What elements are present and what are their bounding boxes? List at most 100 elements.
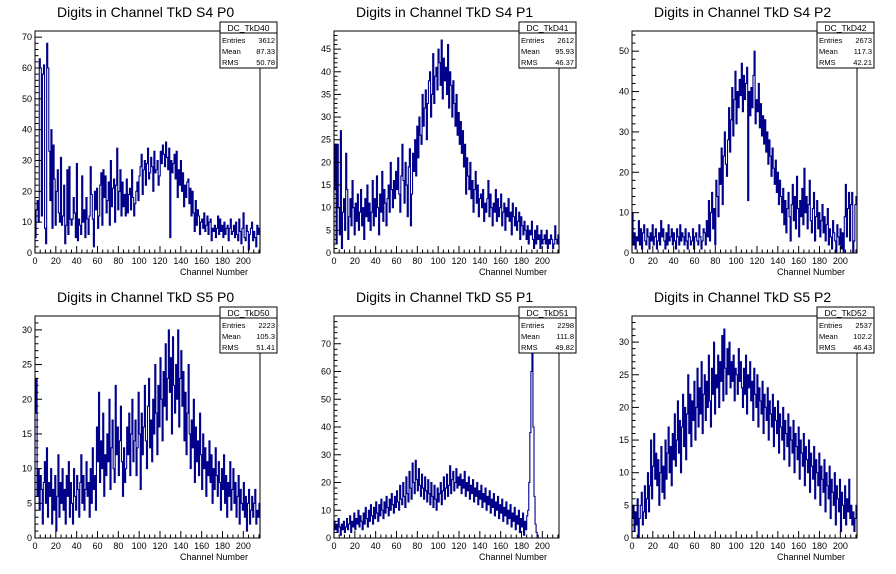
y-tick-label: 25: [321, 135, 331, 145]
stats-label: Mean: [521, 47, 540, 56]
stats-name: DC_TkD52: [824, 308, 866, 318]
plot-frame: [631, 30, 858, 254]
y-tick-label: 0: [624, 533, 629, 543]
y-tick-label: 15: [22, 429, 32, 439]
x-axis-label: Channel Number: [777, 267, 845, 277]
x-tick-label: 20: [350, 541, 360, 551]
x-tick-label: 100: [431, 541, 446, 551]
x-tick-label: 140: [770, 256, 785, 266]
stats-value: 51.41: [256, 343, 275, 352]
y-tick-label: 30: [619, 127, 629, 137]
x-tick-label: 80: [412, 256, 422, 266]
x-tick-label: 180: [215, 256, 230, 266]
stats-label: RMS: [521, 343, 538, 352]
y-tick-label: 10: [619, 208, 629, 218]
x-tick-label: 140: [173, 256, 188, 266]
stats-value: 2673: [855, 36, 872, 45]
y-tick-label: 15: [321, 180, 331, 190]
stats-value: 111.8: [556, 332, 574, 341]
y-tick-label: 20: [22, 394, 32, 404]
chart-title: Digits in Channel TkD S4 P1: [356, 4, 533, 20]
x-axis-label: Channel Number: [180, 552, 248, 562]
stats-box: DC_TkD51 Entries 2298 Mean 111.8 RMS 49.82: [518, 306, 577, 354]
stats-name: DC_TkD51: [526, 308, 568, 318]
x-tick-label: 200: [535, 256, 550, 266]
x-tick-label: 100: [132, 541, 147, 551]
y-tick-label: 50: [22, 94, 32, 104]
x-tick-label: 40: [72, 256, 82, 266]
chart-title: Digits in Channel TkD S5 P2: [654, 289, 831, 305]
stats-box: DC_TkD52 Entries 2537 Mean 102.2 RMS 46.43: [816, 306, 875, 354]
x-tick-label: 160: [791, 541, 806, 551]
y-tick-label: 5: [326, 225, 331, 235]
x-tick-label: 160: [194, 541, 209, 551]
stats-box: DC_TkD41 Entries 2612 Mean 95.93 RMS 46.37: [518, 21, 577, 69]
x-tick-label: 120: [152, 256, 167, 266]
y-tick-label: 20: [321, 478, 331, 488]
y-tick-label: 0: [624, 248, 629, 258]
stats-value: 46.43: [853, 343, 872, 352]
y-tick-label: 20: [22, 186, 32, 196]
x-tick-label: 0: [629, 256, 634, 266]
stats-value: 2298: [557, 321, 574, 330]
x-tick-label: 20: [51, 541, 61, 551]
y-tick-label: 0: [326, 248, 331, 258]
histogram-panel-1: Digits in Channel TkD S4 P10 20 40 60 80 100 1…: [321, 4, 577, 277]
stats-value: 2612: [557, 36, 574, 45]
y-tick-label: 60: [22, 63, 32, 73]
y-tick-label: 25: [22, 360, 32, 370]
stats-label: RMS: [521, 58, 538, 67]
x-tick-label: 200: [833, 256, 848, 266]
x-tick-label: 60: [92, 256, 102, 266]
y-tick-label: 40: [321, 67, 331, 77]
x-tick-label: 80: [113, 256, 123, 266]
stats-label: Mean: [222, 332, 241, 341]
histogram-series: [34, 329, 261, 538]
stats-label: Entries: [222, 321, 246, 330]
y-tick-label: 15: [619, 435, 629, 445]
y-tick-label: 10: [619, 468, 629, 478]
x-tick-label: 0: [32, 541, 37, 551]
y-tick-label: 30: [619, 337, 629, 347]
stats-label: Mean: [819, 47, 838, 56]
stats-label: Entries: [819, 321, 843, 330]
x-tick-label: 80: [710, 256, 720, 266]
stats-label: RMS: [819, 343, 836, 352]
stats-label: Entries: [222, 36, 246, 45]
x-tick-label: 140: [472, 256, 487, 266]
y-tick-label: 10: [22, 464, 32, 474]
x-tick-label: 120: [152, 541, 167, 551]
y-tick-label: 45: [321, 44, 331, 54]
histogram-panel-2: Digits in Channel TkD S4 P20 20 40 60 80 100 1…: [619, 4, 875, 277]
y-tick-label: 40: [321, 422, 331, 432]
y-tick-label: 5: [624, 500, 629, 510]
x-tick-label: 140: [173, 541, 188, 551]
y-tick-label: 30: [22, 156, 32, 166]
stats-value: 42.21: [853, 58, 872, 67]
y-tick-label: 0: [27, 248, 32, 258]
stats-name: DC_TkD41: [526, 23, 568, 33]
stats-label: Entries: [819, 36, 843, 45]
stats-label: Entries: [521, 36, 545, 45]
stats-label: Mean: [819, 332, 838, 341]
x-tick-label: 160: [791, 256, 806, 266]
x-tick-label: 100: [431, 256, 446, 266]
y-tick-label: 30: [321, 112, 331, 122]
plot-frame: [333, 30, 560, 254]
x-tick-label: 20: [51, 256, 61, 266]
x-tick-label: 40: [669, 541, 679, 551]
stats-label: Mean: [521, 332, 540, 341]
x-tick-label: 60: [689, 256, 699, 266]
x-tick-label: 20: [648, 256, 658, 266]
x-tick-label: 120: [749, 541, 764, 551]
histogram-panel-5: Digits in Channel TkD S5 P20 20 40 60 80 100 1…: [619, 289, 875, 562]
y-tick-label: 5: [27, 498, 32, 508]
stats-value: 2223: [258, 321, 275, 330]
x-tick-label: 40: [669, 256, 679, 266]
y-tick-label: 50: [619, 46, 629, 56]
histogram-series: [631, 328, 858, 539]
stats-label: RMS: [222, 58, 239, 67]
stats-label: RMS: [222, 343, 239, 352]
x-tick-label: 120: [451, 256, 466, 266]
x-tick-label: 100: [729, 541, 744, 551]
